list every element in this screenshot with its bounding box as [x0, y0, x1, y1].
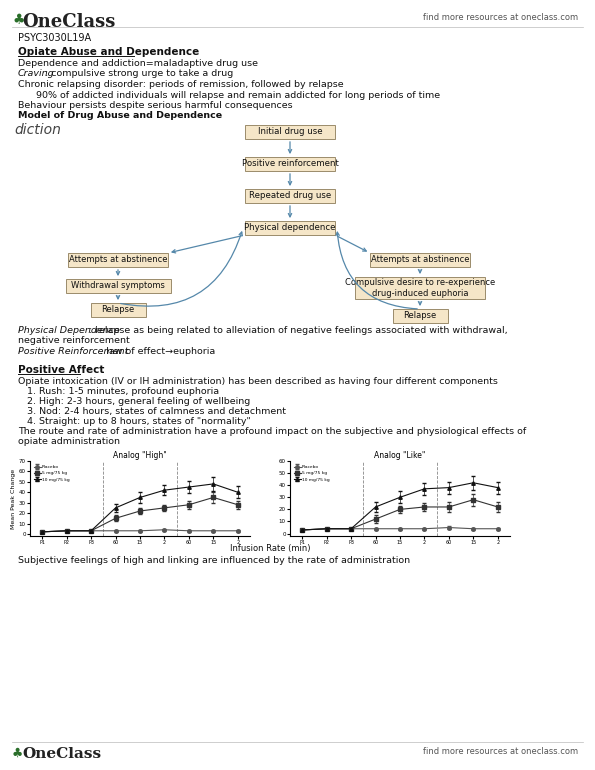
Text: Physical Dependence: Physical Dependence: [18, 326, 120, 335]
FancyBboxPatch shape: [370, 253, 470, 267]
FancyBboxPatch shape: [245, 189, 335, 203]
Text: Model of Drug Abuse and Dependence: Model of Drug Abuse and Dependence: [18, 112, 222, 120]
Text: 90% of addicted individuals will relapse and remain addicted for long periods of: 90% of addicted individuals will relapse…: [18, 91, 440, 99]
Text: Withdrawal symptoms: Withdrawal symptoms: [71, 282, 165, 290]
Text: negative reinforcement: negative reinforcement: [18, 336, 130, 345]
Text: Opiate Abuse and Dependence: Opiate Abuse and Dependence: [18, 47, 199, 57]
Text: Repeated drug use: Repeated drug use: [249, 192, 331, 200]
FancyBboxPatch shape: [245, 157, 335, 171]
Text: PSYC3030L19A: PSYC3030L19A: [18, 33, 91, 43]
Title: Analog "High": Analog "High": [113, 451, 167, 460]
Text: Subjective feelings of high and linking are influenced by the rate of administra: Subjective feelings of high and linking …: [18, 556, 410, 565]
Text: find more resources at oneclass.com: find more resources at oneclass.com: [423, 747, 578, 756]
Text: 2. High: 2-3 hours, general feeling of wellbeing: 2. High: 2-3 hours, general feeling of w…: [18, 397, 250, 406]
Text: The route and rate of administration have a profound impact on the subjective an: The route and rate of administration hav…: [18, 427, 526, 436]
Text: 1. Rush: 1-5 minutes, profound euphoria: 1. Rush: 1-5 minutes, profound euphoria: [18, 387, 219, 396]
FancyBboxPatch shape: [245, 125, 335, 139]
Text: Relapse: Relapse: [101, 306, 134, 314]
Text: : law of effect→euphoria: : law of effect→euphoria: [101, 347, 216, 356]
Text: Compulsive desire to re-experience
drug-induced euphoria: Compulsive desire to re-experience drug-…: [345, 278, 495, 298]
Legend: Placebo, 5 mg/75 kg, 10 mg/75 kg: Placebo, 5 mg/75 kg, 10 mg/75 kg: [32, 464, 71, 484]
Text: Initial drug use: Initial drug use: [258, 128, 322, 136]
Text: find more resources at oneclass.com: find more resources at oneclass.com: [423, 13, 578, 22]
Text: Positive Affect: Positive Affect: [18, 365, 104, 375]
FancyBboxPatch shape: [65, 279, 171, 293]
FancyBboxPatch shape: [355, 277, 485, 299]
Text: ♣: ♣: [12, 13, 24, 27]
Text: Infusion Rate (min): Infusion Rate (min): [230, 544, 310, 553]
Text: Attempts at abstinence: Attempts at abstinence: [371, 256, 469, 265]
Text: : relapse as being related to alleviation of negative feelings associated with w: : relapse as being related to alleviatio…: [89, 326, 508, 335]
FancyBboxPatch shape: [393, 309, 447, 323]
Text: Chronic relapsing disorder: periods of remission, followed by relapse: Chronic relapsing disorder: periods of r…: [18, 80, 344, 89]
Text: Positive reinforcement: Positive reinforcement: [242, 159, 339, 169]
Text: OneClass: OneClass: [22, 13, 115, 31]
Text: Physical dependence: Physical dependence: [245, 223, 336, 233]
Text: Relapse: Relapse: [403, 312, 437, 320]
Text: : compulsive strong urge to take a drug: : compulsive strong urge to take a drug: [45, 69, 233, 79]
Text: 3. Nod: 2-4 hours, states of calmness and detachment: 3. Nod: 2-4 hours, states of calmness an…: [18, 407, 286, 416]
FancyBboxPatch shape: [90, 303, 146, 317]
Text: 4. Straight: up to 8 hours, states of "normality": 4. Straight: up to 8 hours, states of "n…: [18, 417, 250, 426]
FancyBboxPatch shape: [68, 253, 168, 267]
Legend: Placebo, 5 mg/75 kg, 10 mg/75 kg: Placebo, 5 mg/75 kg, 10 mg/75 kg: [292, 464, 331, 484]
Text: Craving: Craving: [18, 69, 55, 79]
Text: Positive Reinforcement: Positive Reinforcement: [18, 347, 129, 356]
FancyBboxPatch shape: [245, 221, 335, 235]
Text: Opiate intoxication (IV or IH administration) has been described as having four : Opiate intoxication (IV or IH administra…: [18, 377, 498, 386]
Text: Attempts at abstinence: Attempts at abstinence: [69, 256, 167, 265]
Text: Dependence and addiction=maladaptive drug use: Dependence and addiction=maladaptive dru…: [18, 59, 258, 68]
Text: opiate administration: opiate administration: [18, 437, 120, 446]
Text: ♣: ♣: [12, 747, 23, 760]
Text: Behaviour persists despite serious harmful consequences: Behaviour persists despite serious harmf…: [18, 101, 293, 110]
Y-axis label: Mean Peak Change: Mean Peak Change: [11, 468, 16, 528]
Title: Analog "Like": Analog "Like": [374, 451, 425, 460]
Text: OneClass: OneClass: [22, 747, 101, 761]
Text: diction: diction: [14, 123, 61, 137]
